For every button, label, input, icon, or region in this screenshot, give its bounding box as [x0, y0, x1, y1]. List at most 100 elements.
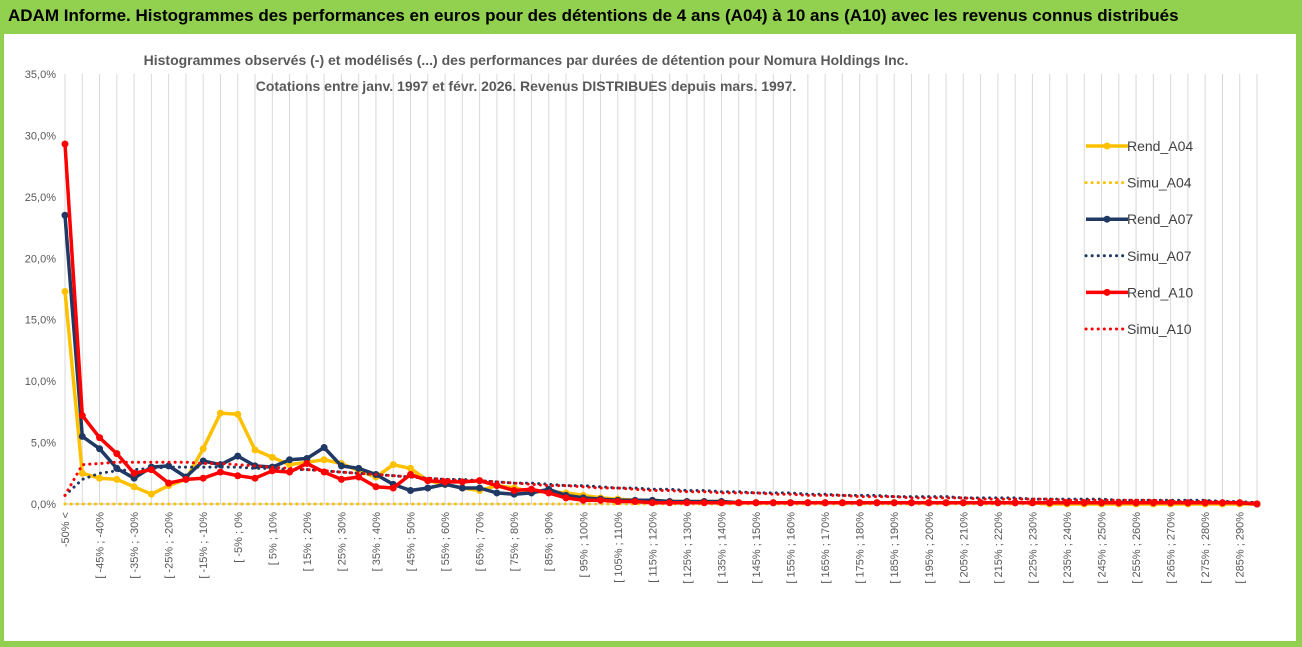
- chart-subtitle: Cotations entre janv. 1997 et févr. 2026…: [256, 78, 797, 94]
- data-point-rend-a10: [303, 459, 311, 467]
- legend-label-simu-a04: Simu_A04: [1127, 175, 1192, 191]
- data-point-rend-a04: [199, 445, 207, 453]
- x-tick-label: [ 55% ; 60%: [440, 512, 452, 572]
- y-tick-label: 30,0%: [25, 130, 56, 142]
- data-point-rend-a07: [130, 474, 138, 482]
- data-point-rend-a04: [130, 483, 138, 491]
- x-tick-label: [ 145% ; 150%: [751, 512, 763, 584]
- data-point-rend-a04: [320, 456, 328, 464]
- data-point-rend-a10: [510, 486, 518, 494]
- x-tick-label: [ -45% ; -40%: [95, 512, 107, 579]
- data-point-rend-a10: [545, 489, 553, 497]
- data-point-rend-a10: [648, 499, 656, 507]
- data-point-rend-a10: [700, 499, 708, 507]
- x-tick-label: [ -35% ; -30%: [129, 512, 141, 579]
- data-point-rend-a10: [251, 474, 259, 482]
- y-tick-label: 10,0%: [25, 376, 56, 388]
- data-point-rend-a04: [234, 410, 242, 418]
- data-point-rend-a10: [752, 499, 760, 507]
- data-point-rend-a07: [424, 484, 432, 492]
- chart-title: Histogrammes observés (-) et modélisés (…: [144, 52, 909, 68]
- legend-label-simu-a07: Simu_A07: [1127, 248, 1192, 264]
- x-tick-label: [ 155% ; 160%: [786, 512, 798, 584]
- data-point-rend-a10: [873, 499, 881, 507]
- x-tick-label: [ 225% ; 230%: [1027, 512, 1039, 584]
- data-point-rend-a10: [925, 499, 933, 507]
- data-point-rend-a10: [856, 499, 864, 507]
- x-tick-label: [ -5% ; 0%: [233, 512, 245, 563]
- y-tick-label: 25,0%: [25, 192, 56, 204]
- x-tick-label: [ 105% ; 110%: [613, 512, 625, 583]
- data-point-rend-a10: [666, 499, 674, 507]
- data-point-rend-a10: [182, 475, 190, 483]
- legend-label-rend-a04: Rend_A04: [1127, 138, 1193, 154]
- data-point-rend-a10: [562, 494, 570, 502]
- data-point-rend-a10: [268, 467, 276, 475]
- data-point-rend-a04: [389, 461, 397, 469]
- legend-marker-rend-a07: [1103, 215, 1111, 223]
- data-point-rend-a10: [769, 499, 777, 507]
- data-point-rend-a10: [199, 474, 207, 482]
- x-tick-label: [ 65% ; 70%: [475, 512, 487, 572]
- data-point-rend-a10: [1046, 499, 1054, 507]
- x-tick-label: [ 45% ; 50%: [406, 512, 418, 572]
- x-tick-label: [ 255% ; 260%: [1131, 512, 1143, 584]
- data-point-rend-a10: [821, 499, 829, 507]
- x-axis-ticks: -50% < [ -45% ; -40% [ -35% ; -30% [ -25% ;…: [60, 512, 1247, 584]
- data-point-rend-a10: [165, 479, 173, 487]
- x-tick-label: [ 5% ; 10%: [267, 512, 279, 565]
- x-tick-label: [ -25% ; -20%: [164, 512, 176, 579]
- data-point-rend-a10: [216, 468, 224, 476]
- data-point-rend-a10: [1011, 499, 1019, 507]
- series-line-simu-a07: [63, 465, 1259, 505]
- data-point-rend-a10: [130, 469, 138, 477]
- data-point-rend-a04: [61, 287, 69, 295]
- series-line-rend-a10: [63, 143, 1258, 506]
- report-title: ADAM Informe. Histogrammes des performan…: [8, 6, 1179, 25]
- data-point-rend-a10: [804, 499, 812, 507]
- data-point-rend-a10: [994, 499, 1002, 507]
- x-tick-label: [ 285% ; 290%: [1235, 512, 1247, 584]
- data-point-rend-a07: [337, 462, 345, 470]
- legend-label-rend-a07: Rend_A07: [1127, 211, 1193, 227]
- data-point-rend-a07: [493, 489, 501, 497]
- data-point-rend-a04: [268, 453, 276, 461]
- data-point-rend-a04: [251, 446, 259, 454]
- data-point-rend-a10: [735, 499, 743, 507]
- data-point-rend-a04: [113, 475, 121, 483]
- x-tick-label: [ 275% ; 280%: [1200, 512, 1212, 584]
- data-point-rend-a10: [977, 499, 985, 507]
- data-point-rend-a04: [407, 464, 415, 472]
- data-point-rend-a10: [907, 499, 915, 507]
- y-tick-label: 15,0%: [25, 315, 56, 327]
- data-point-rend-a04: [216, 409, 224, 417]
- data-point-rend-a10: [493, 482, 501, 490]
- x-tick-label: [ 215% ; 220%: [993, 512, 1005, 584]
- data-point-rend-a10: [717, 499, 725, 507]
- legend-marker-rend-a04: [1103, 142, 1111, 150]
- data-point-rend-a10: [1028, 499, 1036, 507]
- y-tick-label: 0,0%: [31, 499, 56, 511]
- data-point-rend-a10: [372, 483, 380, 491]
- x-tick-label: [ 235% ; 240%: [1062, 512, 1074, 584]
- data-point-rend-a10: [787, 499, 795, 507]
- x-tick-label: [ 185% ; 190%: [889, 512, 901, 584]
- x-tick-label: [ -15% ; -10%: [198, 512, 210, 579]
- x-tick-label: [ 195% ; 200%: [924, 512, 936, 584]
- series-line-rend-a04: [63, 291, 1257, 506]
- x-tick-label: -50% <: [60, 512, 72, 547]
- legend-label-simu-a10: Simu_A10: [1127, 321, 1192, 337]
- data-point-rend-a07: [407, 486, 415, 494]
- data-point-rend-a04: [286, 461, 294, 469]
- data-point-rend-a10: [113, 450, 121, 458]
- data-point-rend-a10: [942, 499, 950, 507]
- series-line-rend-a07: [63, 215, 1258, 506]
- report-header: ADAM Informe. Histogrammes des performan…: [0, 0, 1302, 34]
- data-point-rend-a04: [78, 469, 86, 477]
- data-point-rend-a10: [1253, 500, 1261, 508]
- legend-label-rend-a10: Rend_A10: [1127, 284, 1193, 300]
- data-point-rend-a07: [78, 432, 86, 440]
- x-tick-label: [ 115% ; 120%: [647, 512, 659, 583]
- data-point-rend-a10: [614, 498, 622, 506]
- data-point-rend-a10: [959, 499, 967, 507]
